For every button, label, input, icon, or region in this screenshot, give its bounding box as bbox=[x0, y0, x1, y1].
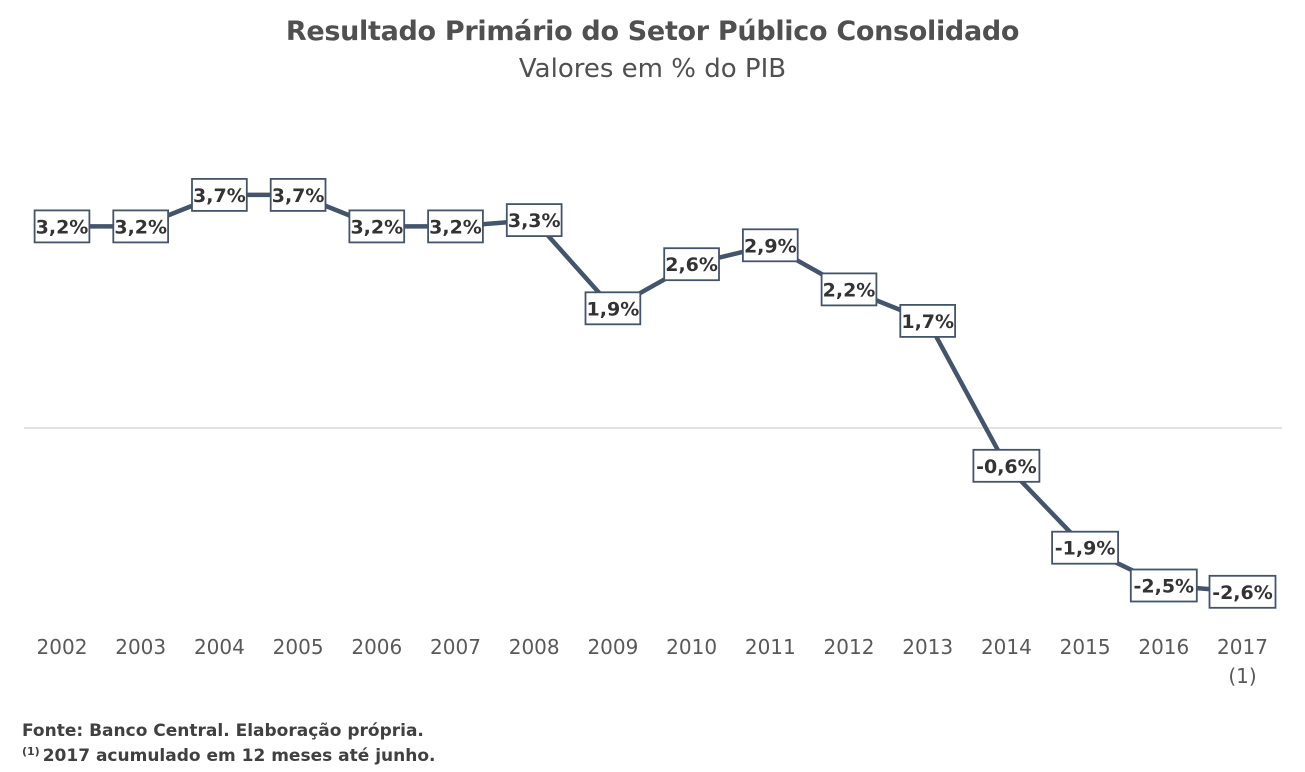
data-label-text: 3,2% bbox=[350, 216, 403, 238]
x-tick-label: 2014 bbox=[981, 635, 1032, 659]
data-label-box bbox=[1129, 568, 1198, 603]
series-line bbox=[59, 192, 1245, 595]
data-label-box bbox=[269, 177, 327, 212]
data-label-text: 3,3% bbox=[508, 210, 561, 232]
data-label: -1,9% bbox=[1051, 530, 1119, 565]
data-label-text: -2,6% bbox=[1212, 582, 1273, 604]
data-label-text: -0,6% bbox=[976, 456, 1037, 478]
data-label-box bbox=[742, 228, 799, 263]
data-label: 3,3% bbox=[505, 203, 563, 238]
data-label: 2,6% bbox=[663, 247, 720, 282]
data-label-text: 1,9% bbox=[587, 298, 640, 320]
chart-title: Resultado Primário do Setor Público Cons… bbox=[285, 16, 1020, 47]
data-label-text: 3,2% bbox=[36, 216, 89, 238]
x-tick-label: 2017 bbox=[1217, 635, 1268, 659]
data-label: 3,2% bbox=[112, 209, 170, 244]
data-label-box bbox=[112, 209, 170, 244]
data-label-text: 2,2% bbox=[823, 279, 876, 301]
footnote-source: Fonte: Banco Central. Elaboração própria… bbox=[22, 721, 424, 741]
x-tick-label: 2012 bbox=[824, 635, 875, 659]
chart-subtitle: Valores em % do PIB bbox=[518, 54, 787, 84]
data-label-box bbox=[663, 247, 720, 282]
data-label-text: -2,5% bbox=[1134, 576, 1195, 598]
x-tick-label: 2003 bbox=[115, 635, 166, 659]
data-label-box bbox=[191, 177, 248, 212]
data-label-box bbox=[505, 203, 563, 238]
x-tick-label: 2004 bbox=[194, 635, 245, 659]
footnote-marker: (1) bbox=[22, 745, 40, 758]
x-tick-label: 2013 bbox=[902, 635, 953, 659]
data-label-box bbox=[899, 303, 956, 338]
data-label-text: 3,7% bbox=[193, 185, 246, 207]
data-label: 3,2% bbox=[33, 209, 91, 244]
data-label-text: -1,9% bbox=[1055, 538, 1116, 560]
footnote-note: (1) 2017 acumulado em 12 meses até junho. bbox=[22, 745, 435, 766]
data-label-text: 2,6% bbox=[665, 254, 718, 276]
data-label-text: 3,7% bbox=[272, 185, 325, 207]
data-label: 3,7% bbox=[269, 177, 327, 212]
data-label-box bbox=[972, 448, 1041, 483]
data-label: 2,2% bbox=[820, 272, 878, 307]
data-label: 1,7% bbox=[899, 303, 956, 338]
x-tick-label: 2009 bbox=[587, 635, 638, 659]
x-tick-label: 2006 bbox=[351, 635, 402, 659]
data-label: 3,2% bbox=[348, 209, 406, 244]
x-tick-label: 2010 bbox=[666, 635, 717, 659]
x-tick-label: 2016 bbox=[1138, 635, 1189, 659]
data-label: -2,6% bbox=[1208, 574, 1277, 609]
data-label: -2,5% bbox=[1129, 568, 1198, 603]
x-tick-label: 2005 bbox=[273, 635, 324, 659]
data-label: 1,9% bbox=[584, 291, 642, 326]
footnote-note-text: 2017 acumulado em 12 meses até junho. bbox=[42, 746, 436, 766]
x-tick-label: 2002 bbox=[37, 635, 88, 659]
data-label-box bbox=[1208, 574, 1277, 609]
x-tick-label: 2015 bbox=[1060, 635, 1111, 659]
x-tick-label: 2007 bbox=[430, 635, 481, 659]
data-label-box bbox=[348, 209, 406, 244]
data-label: 3,7% bbox=[191, 177, 248, 212]
data-label: 2,9% bbox=[742, 228, 799, 263]
data-label-text: 3,2% bbox=[114, 216, 167, 238]
data-label-text: 3,2% bbox=[429, 216, 482, 238]
data-label-box bbox=[820, 272, 878, 307]
data-label-box bbox=[33, 209, 91, 244]
data-label-box bbox=[1051, 530, 1119, 565]
x-tick-sublabel: (1) bbox=[1228, 664, 1256, 688]
data-label-box bbox=[584, 291, 642, 326]
x-tick-label: 2008 bbox=[509, 635, 560, 659]
data-label-text: 1,7% bbox=[901, 311, 954, 333]
data-label: -0,6% bbox=[972, 448, 1041, 483]
data-label: 3,2% bbox=[427, 209, 484, 244]
x-tick-label: 2011 bbox=[745, 635, 796, 659]
data-label-box bbox=[427, 209, 484, 244]
data-label-text: 2,9% bbox=[744, 235, 797, 257]
